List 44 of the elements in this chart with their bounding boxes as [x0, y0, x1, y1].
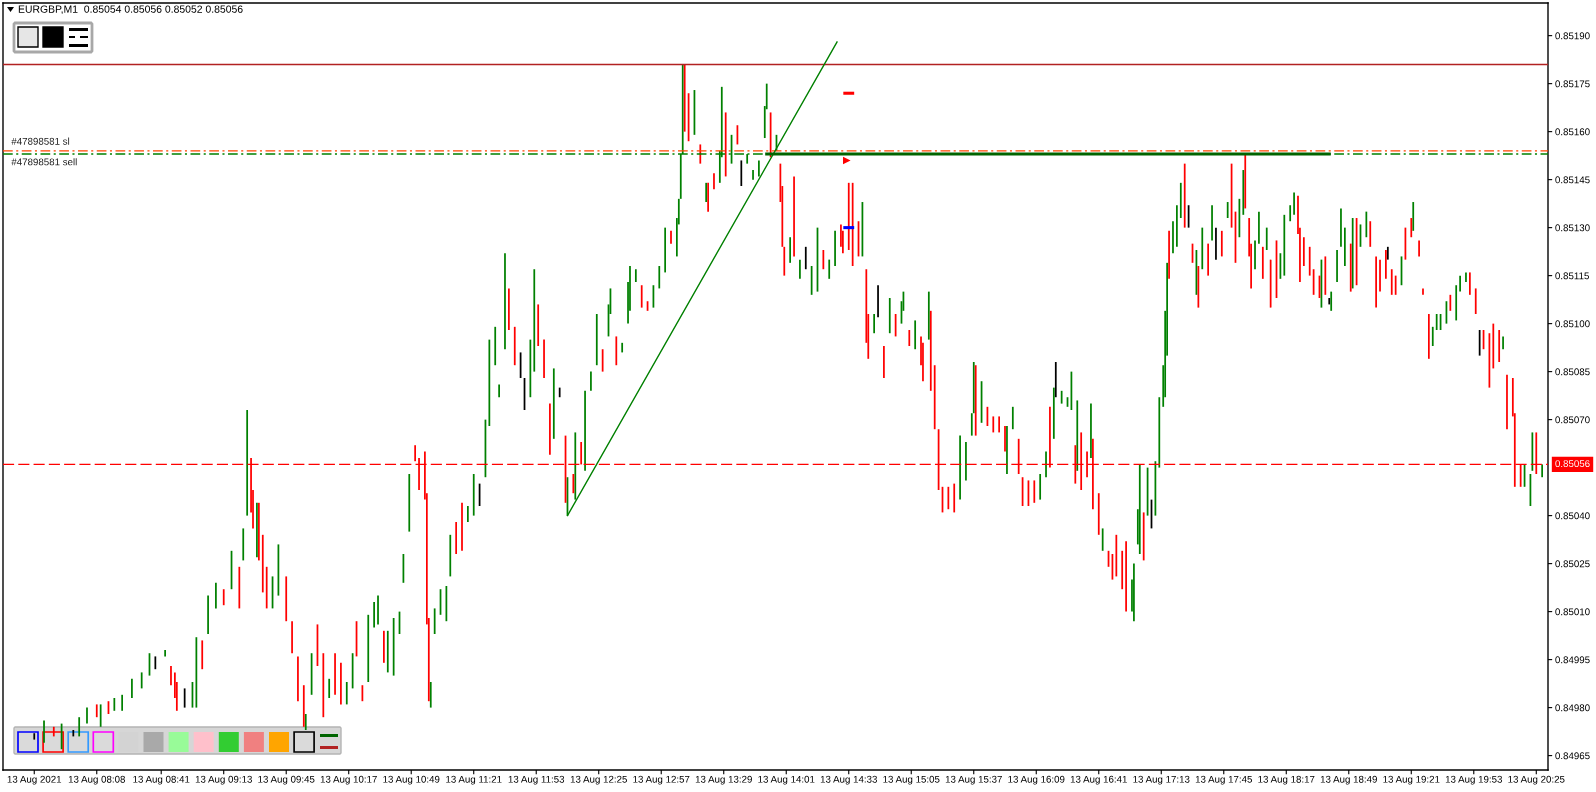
x-tick-label: 13 Aug 19:21 — [1383, 775, 1440, 785]
x-tick-label: 13 Aug 11:21 — [446, 775, 502, 785]
x-tick-label: 13 Aug 08:41 — [133, 775, 190, 785]
y-tick-label: 0.85025 — [1555, 560, 1590, 568]
y-tick-label: 0.85070 — [1555, 416, 1590, 424]
x-tick-label: 13 Aug 09:45 — [258, 775, 315, 785]
y-tick-label: 0.85040 — [1555, 512, 1590, 520]
x-tick-label: 13 Aug 16:09 — [1008, 775, 1065, 785]
y-tick-label: 0.85190 — [1555, 32, 1590, 40]
y-tick-label: 0.84980 — [1555, 704, 1590, 712]
x-tick-label: 13 Aug 13:29 — [695, 775, 752, 785]
y-tick-label: 0.85130 — [1555, 224, 1590, 232]
y-tick-label: 0.85085 — [1555, 368, 1590, 376]
y-tick-label: 0.85160 — [1555, 128, 1590, 136]
x-tick-label: 13 Aug 09:13 — [195, 775, 252, 785]
x-tick-label: 13 Aug 11:53 — [508, 775, 565, 785]
ref-line-label: #47898581 sell — [11, 158, 77, 166]
x-tick-label: 13 Aug 14:33 — [820, 775, 877, 785]
x-tick-label: 13 Aug 10:49 — [383, 775, 440, 785]
x-tick-label: 13 Aug 2021 — [7, 775, 62, 785]
x-tick-label: 13 Aug 17:13 — [1133, 775, 1190, 785]
x-tick-label: 13 Aug 18:49 — [1320, 775, 1377, 785]
y-tick-label: 0.84965 — [1555, 752, 1590, 760]
ref-line-label: 0.85056 — [1555, 460, 1590, 468]
y-tick-label: 0.85010 — [1555, 608, 1590, 616]
x-tick-label: 13 Aug 12:57 — [633, 775, 690, 785]
y-tick-label: 0.85145 — [1555, 176, 1590, 184]
y-tick-label: 0.85115 — [1555, 272, 1589, 280]
x-tick-label: 13 Aug 17:45 — [1195, 775, 1253, 785]
x-tick-label: 13 Aug 15:37 — [945, 775, 1002, 785]
y-tick-label: 0.84995 — [1555, 656, 1590, 664]
y-tick-label: 0.85175 — [1555, 80, 1590, 88]
y-tick-label: 0.85100 — [1555, 320, 1590, 328]
x-tick-label: 13 Aug 10:17 — [320, 775, 377, 785]
x-tick-label: 13 Aug 20:25 — [1508, 775, 1565, 785]
chart-title: EURGBP,M1 0.85054 0.85056 0.85052 0.85056 — [18, 5, 243, 15]
x-tick-label: 13 Aug 14:01 — [758, 775, 815, 785]
x-tick-label: 13 Aug 16:41 — [1070, 775, 1127, 785]
ref-line-label: #47898581 sl — [11, 137, 70, 145]
x-tick-label: 13 Aug 08:08 — [68, 775, 125, 785]
x-tick-label: 13 Aug 15:05 — [883, 775, 940, 785]
x-tick-label: 13 Aug 18:17 — [1258, 775, 1315, 785]
x-tick-label: 13 Aug 19:53 — [1445, 775, 1503, 785]
x-tick-label: 13 Aug 12:25 — [570, 775, 627, 785]
